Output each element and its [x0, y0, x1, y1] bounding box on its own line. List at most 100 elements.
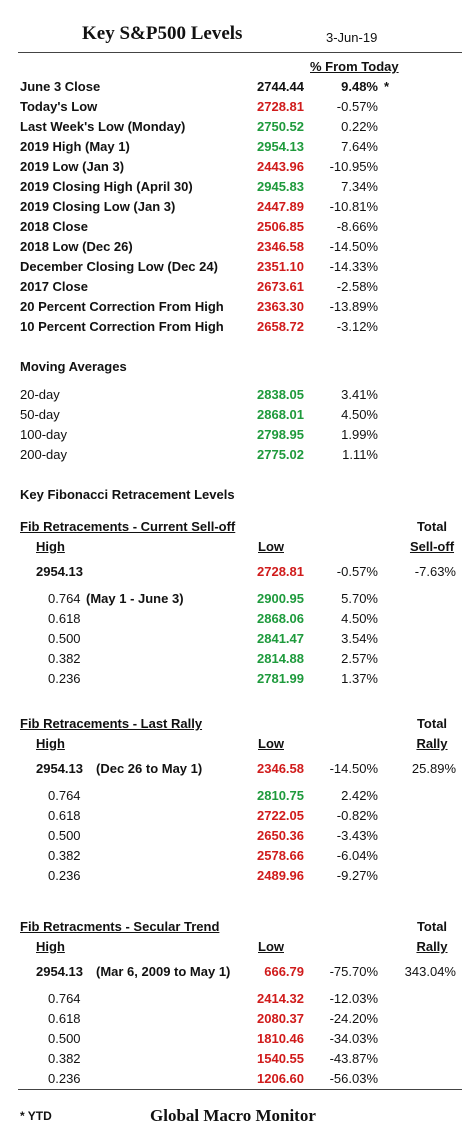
key-level-pct: -8.66%: [336, 219, 378, 234]
fib-level-value: 1206.60: [257, 1071, 304, 1086]
fib-level-pct: -9.27%: [336, 868, 378, 883]
fib-level-value: 2578.66: [257, 848, 304, 863]
fib-level: 0.236: [48, 1071, 81, 1086]
key-level-pct: 7.34%: [341, 179, 378, 194]
fib-base-high: 2954.13: [36, 564, 83, 579]
key-level-value: 2750.52: [257, 119, 304, 134]
fib-section-title: Fib Retracements - Last Rally: [20, 716, 203, 731]
fib-base-total: 343.04%: [404, 964, 456, 979]
fib-level-pct: -34.03%: [329, 1031, 378, 1046]
fib-base-high: 2954.13: [36, 761, 83, 776]
ma-pct: 3.41%: [341, 387, 378, 402]
key-level-label: June 3 Close: [20, 79, 101, 94]
fib-level-pct: -0.82%: [336, 808, 378, 823]
fib-level: 0.764: [48, 788, 81, 803]
key-level-value: 2351.10: [257, 259, 304, 274]
fib-level-value: 2080.37: [257, 1011, 304, 1026]
fib-total-label: Total: [416, 519, 448, 534]
fib-level: 0.764: [48, 991, 81, 1006]
key-level-value: 2506.85: [257, 219, 304, 234]
key-level-label: 2018 Low (Dec 26): [20, 239, 133, 254]
key-level-pct: -13.89%: [329, 299, 378, 314]
key-level-pct: -2.58%: [336, 279, 378, 294]
fib-high-header: High: [36, 736, 65, 751]
brand-name: Global Macro Monitor: [150, 1106, 316, 1125]
fib-level-value: 2722.05: [257, 808, 304, 823]
fib-level-pct: -43.87%: [329, 1051, 378, 1066]
key-level-pct: -3.12%: [336, 319, 378, 334]
fib-level: 0.618: [48, 1011, 81, 1026]
fib-level-value: 2841.47: [257, 631, 304, 646]
key-level-pct: 7.64%: [341, 139, 378, 154]
key-level-label: 2019 Low (Jan 3): [20, 159, 125, 174]
key-level-label: 2019 Closing High (April 30): [20, 179, 193, 194]
fib-level: 0.618: [48, 611, 81, 626]
fib-base-pct: -0.57%: [336, 564, 378, 579]
fib-level-pct: 3.54%: [341, 631, 378, 646]
fib-level-pct: -3.43%: [336, 828, 378, 843]
fib-level: 0.382: [48, 651, 81, 666]
fib-level: 0.618: [48, 808, 81, 823]
key-level-value: 2346.58: [257, 239, 304, 254]
fib-level: 0.382: [48, 848, 81, 863]
key-level-label: 2018 Close: [20, 219, 88, 234]
fib-level-value: 2814.88: [257, 651, 304, 666]
fib-base-low: 2728.81: [257, 564, 304, 579]
key-level-pct: -10.81%: [329, 199, 378, 214]
key-level-label: 2017 Close: [20, 279, 88, 294]
fib-base-low: 666.79: [264, 964, 304, 979]
fib-level-pct: 2.42%: [341, 788, 378, 803]
key-level-value: 2945.83: [257, 179, 304, 194]
fib-base-pct: -75.70%: [329, 964, 378, 979]
fib-base-high: 2954.13: [36, 964, 83, 979]
key-level-pct: 9.48%: [341, 79, 378, 94]
key-level-value: 2443.96: [257, 159, 304, 174]
fib-level: 0.764: [48, 591, 81, 606]
footnote: * YTD: [20, 1109, 52, 1123]
fib-level-pct: 2.57%: [341, 651, 378, 666]
fib-level-value: 2650.36: [257, 828, 304, 843]
fib-base-total: -7.63%: [414, 564, 456, 579]
key-level-value: 2447.89: [257, 199, 304, 214]
fib-section-title: Fib Retracements - Current Sell-off: [20, 519, 236, 534]
fib-level-value: 2810.75: [257, 788, 304, 803]
fib-title: Key Fibonacci Retracement Levels: [20, 487, 235, 502]
header-divider: [18, 52, 462, 53]
fib-level-pct: 5.70%: [341, 591, 378, 606]
fib-level-value: 2868.06: [257, 611, 304, 626]
fib-total-label-2: Sell-off: [409, 539, 455, 554]
ma-label: 200-day: [20, 447, 67, 462]
ma-label: 100-day: [20, 427, 67, 442]
key-level-pct: -14.33%: [329, 259, 378, 274]
fib-level-value: 1810.46: [257, 1031, 304, 1046]
key-level-label: 2019 High (May 1): [20, 139, 130, 154]
ma-value: 2798.95: [257, 427, 304, 442]
key-level-label: Today's Low: [20, 99, 98, 114]
fib-base-low: 2346.58: [257, 761, 304, 776]
fib-level-pct: -56.03%: [329, 1071, 378, 1086]
key-level-value: 2363.30: [257, 299, 304, 314]
key-level-value: 2954.13: [257, 139, 304, 154]
key-level-pct: 0.22%: [341, 119, 378, 134]
key-level-label: December Closing Low (Dec 24): [20, 259, 218, 274]
fib-level-pct: -6.04%: [336, 848, 378, 863]
fib-level-pct: 1.37%: [341, 671, 378, 686]
fib-base-desc: (Mar 6, 2009 to May 1): [96, 964, 231, 979]
fib-level-value: 2781.99: [257, 671, 304, 686]
footer-divider: [18, 1089, 462, 1090]
fib-total-label-2: Rally: [416, 939, 448, 954]
key-level-pct: -0.57%: [336, 99, 378, 114]
fib-low-header: Low: [258, 539, 284, 554]
key-level-pct: -14.50%: [329, 239, 378, 254]
fib-level-value: 2414.32: [257, 991, 304, 1006]
page-title: Key S&P500 Levels: [82, 23, 243, 44]
fib-section-title: Fib Retracments - Secular Trend: [20, 919, 220, 934]
fib-level-value: 1540.55: [257, 1051, 304, 1066]
key-level-label: Last Week's Low (Monday): [20, 119, 186, 134]
ma-value: 2838.05: [257, 387, 304, 402]
key-level-value: 2744.44: [257, 79, 304, 94]
fib-low-header: Low: [258, 736, 284, 751]
key-level-pct: -10.95%: [329, 159, 378, 174]
fib-high-header: High: [36, 539, 65, 554]
fib-level: 0.236: [48, 868, 81, 883]
